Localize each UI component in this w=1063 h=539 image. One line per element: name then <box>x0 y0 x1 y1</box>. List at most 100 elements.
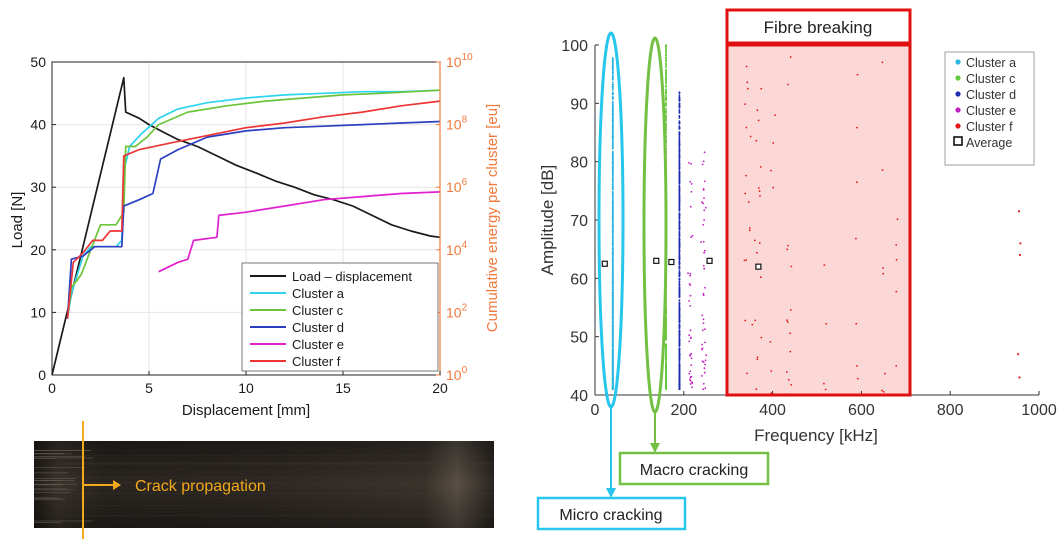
average-marker <box>706 257 713 264</box>
amplitude-frequency-chart: 0 200 400 600 800 1000 40 50 60 70 80 90 100 Frequen… <box>536 8 1057 531</box>
scatter-point <box>665 71 667 74</box>
scatter-point <box>701 163 704 166</box>
scatter-point <box>678 221 681 224</box>
scatter-point <box>665 111 667 114</box>
right-y-tick-label: 40 <box>570 388 588 405</box>
scatter-point <box>611 158 614 160</box>
right-ticks: 0 200 400 600 800 1000 40 50 60 70 80 90 100 <box>561 38 1057 419</box>
scatter-point <box>702 382 705 385</box>
right-y-tick-label: 50 <box>570 330 588 347</box>
right-x-tick-label: 1000 <box>1021 402 1057 419</box>
scatter-point <box>678 290 681 293</box>
scatter-point <box>611 249 614 252</box>
scatter-point <box>678 140 681 143</box>
scatter-point <box>611 294 614 296</box>
scatter-point <box>665 49 667 52</box>
scatter-point <box>611 101 614 103</box>
scatter-point <box>689 379 692 382</box>
scatter-point <box>678 165 681 168</box>
scatter-point <box>678 233 681 236</box>
scatter-point <box>823 382 825 385</box>
scatter-point <box>665 386 667 389</box>
left-right-tick-label: 100 <box>446 365 468 383</box>
scatter-point <box>678 333 681 335</box>
scatter-point <box>665 363 667 365</box>
scatter-point <box>665 107 667 110</box>
scatter-point <box>611 133 614 136</box>
scatter-point <box>678 185 681 188</box>
scatter-point <box>611 264 614 267</box>
scatter-point <box>611 125 614 127</box>
scatter-point <box>611 221 614 224</box>
right-x-tick-label: 800 <box>937 402 964 419</box>
scatter-point <box>856 365 858 367</box>
scatter-point <box>611 321 614 323</box>
scatter-point <box>678 91 681 94</box>
scatter-point <box>691 381 693 384</box>
scatter-point <box>703 367 706 370</box>
scatter-point <box>611 281 614 284</box>
scatter-point <box>678 262 681 265</box>
scatter-point <box>704 359 707 362</box>
scatter-point <box>665 62 667 65</box>
right-legend-marker <box>955 123 961 129</box>
scatter-point <box>611 181 614 184</box>
scatter-point <box>665 94 667 97</box>
scatter-point <box>665 68 667 71</box>
left-series-line <box>66 120 441 319</box>
scatter-point <box>702 160 705 163</box>
scatter-point <box>611 163 614 166</box>
scatter-point <box>611 330 614 332</box>
scatter-point <box>611 67 614 70</box>
scatter-point <box>700 241 702 243</box>
scatter-point <box>678 370 681 373</box>
scatter-point <box>678 310 681 312</box>
scatter-point <box>746 372 748 375</box>
left-series-line <box>158 191 441 273</box>
scatter-point <box>749 135 752 138</box>
scatter-point <box>678 152 681 155</box>
scatter-point <box>688 372 691 375</box>
scatter-point <box>786 248 789 251</box>
fibre-breaking-title-box <box>725 8 912 45</box>
scatter-point <box>611 343 614 345</box>
scatter-point <box>611 328 614 331</box>
scatter-point <box>665 361 667 363</box>
scatter-point <box>756 356 759 358</box>
scatter-point <box>678 102 681 105</box>
scatter-point <box>665 354 667 357</box>
scatter-point <box>678 201 681 204</box>
scatter-point <box>611 251 614 254</box>
scatter-point <box>895 258 898 261</box>
scatter-point <box>611 315 614 317</box>
scatter-point <box>790 265 793 268</box>
scatter-point <box>611 307 614 310</box>
scatter-point <box>678 225 681 228</box>
left-right-tick-label: 106 <box>446 177 468 195</box>
scatter-point <box>611 305 614 308</box>
scatter-point <box>678 272 681 274</box>
scatter-point <box>758 187 760 189</box>
scatter-point <box>704 249 706 252</box>
scatter-point <box>611 147 614 149</box>
scatter-point <box>611 268 614 271</box>
scatter-point <box>611 144 614 147</box>
scatter-point <box>772 142 775 144</box>
scatter-point <box>611 313 614 316</box>
scatter-point <box>678 100 681 102</box>
scatter-point <box>678 302 681 304</box>
scatter-point <box>678 313 681 316</box>
scatter-point <box>687 272 689 275</box>
scatter-point <box>678 307 681 309</box>
scatter-point <box>678 375 681 377</box>
scatter-point <box>704 341 706 344</box>
scatter-point <box>690 190 693 193</box>
scatter-point <box>882 390 885 393</box>
scatter-point <box>702 292 705 295</box>
left-series-line <box>66 89 441 319</box>
scatter-point <box>611 384 614 387</box>
left-ticks: 0 5 10 15 20 0 10 20 30 40 50 100 102 104 106 108 1010 <box>30 52 473 396</box>
scatter-point <box>678 162 681 165</box>
scatter-point <box>611 135 614 138</box>
scatter-point <box>678 356 681 359</box>
